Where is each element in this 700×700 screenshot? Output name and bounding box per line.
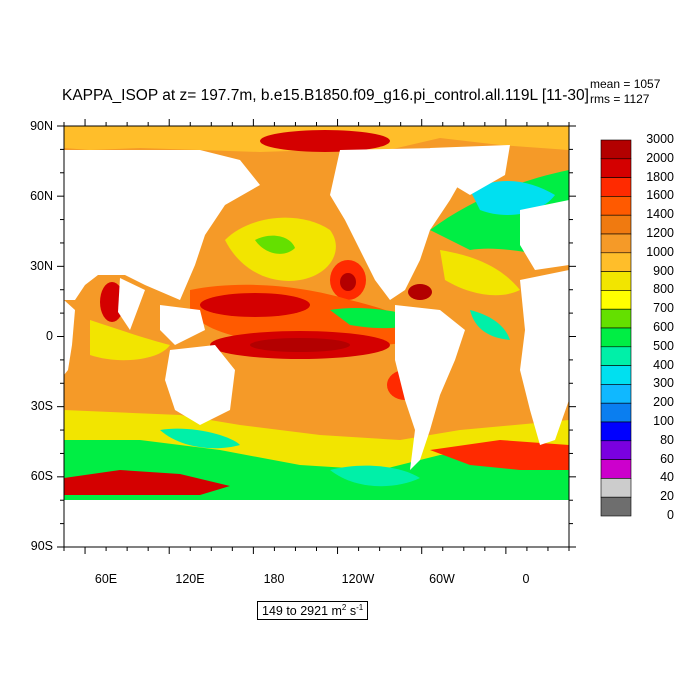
axis-ticks <box>57 119 576 554</box>
colorbar-swatch <box>600 177 632 197</box>
x-tick-label: 60W <box>429 572 455 586</box>
colorbar-label: 20 <box>660 489 674 504</box>
colorbar-swatch <box>600 196 632 216</box>
colorbar-label: 60 <box>660 451 674 466</box>
land-antarctica <box>64 500 569 547</box>
land-india <box>118 278 145 330</box>
land-maritime <box>160 305 205 345</box>
colorbar-label: 1600 <box>646 188 674 203</box>
colorbar-swatch <box>600 421 632 442</box>
colorbar-label: 2000 <box>646 150 674 165</box>
colorbar-label: 200 <box>653 395 674 410</box>
colorbar-swatch <box>600 290 632 310</box>
equatorial-core <box>250 338 350 352</box>
southern-ocean-cyan-1 <box>160 428 240 449</box>
colorbar-label: 40 <box>660 470 674 485</box>
colorbar-label: 1200 <box>646 226 674 240</box>
colorbar-label: 600 <box>653 320 674 334</box>
land-eurasia <box>64 150 260 300</box>
land-africa-west <box>64 300 75 375</box>
mean-stat: mean = 1057 <box>590 77 661 91</box>
colorbar-swatch <box>600 459 632 479</box>
atlantic-yellow <box>440 250 520 296</box>
colorbar-swatch <box>600 158 632 178</box>
x-tick-label: 60E <box>94 572 118 586</box>
indian-ocean-yellow <box>90 320 170 361</box>
colorbar-swatch <box>600 252 632 272</box>
y-tick-label: 30S <box>30 399 53 413</box>
colorbar-swatch <box>600 214 632 235</box>
colorbar-label: 3000 <box>646 132 674 146</box>
equatorial-max-north <box>200 293 310 317</box>
land-europe <box>520 200 569 270</box>
colorbar-label: 300 <box>653 376 674 391</box>
y-tick-label: 60S <box>30 469 53 483</box>
north-pacific-green <box>255 235 295 254</box>
rms-stat: rms = 1127 <box>590 92 650 106</box>
land-australia <box>165 345 235 425</box>
y-tick-label: 0 <box>46 329 53 343</box>
mediterranean-max <box>408 284 432 300</box>
colorbar-label: 1000 <box>646 244 674 259</box>
arctic-maximum <box>260 130 390 152</box>
colorbar-swatch <box>600 233 632 254</box>
colorbar-label: 500 <box>653 338 674 353</box>
colorbar-label: 400 <box>653 357 674 372</box>
x-tick-label: 120E <box>175 572 205 586</box>
plot-title: KAPPA_ISOP at z= 197.7m, b.e15.B1850.f09… <box>62 87 589 104</box>
map-field <box>64 126 569 547</box>
colorbar-swatch <box>600 365 632 385</box>
y-tick-label: 90N <box>30 119 53 133</box>
colorbar <box>600 139 632 517</box>
colorbar-swatch <box>600 402 632 423</box>
colorbar-label: 700 <box>653 301 674 316</box>
land-north-america <box>330 148 470 300</box>
land-africa <box>520 270 569 445</box>
south-atlantic-cyan <box>470 310 510 340</box>
land-south-america <box>395 305 465 470</box>
colorbar-swatch <box>600 346 632 366</box>
y-tick-label: 30N <box>30 259 53 273</box>
colorbar-label: 100 <box>653 414 674 428</box>
north-pacific-core <box>340 273 356 291</box>
range-label: 149 to 2921 m2 s-1 <box>257 601 369 621</box>
colorbar-label: 1400 <box>646 207 674 222</box>
land-greenland <box>430 145 510 195</box>
southern-ocean-red <box>64 470 230 495</box>
y-tick-label: 90S <box>30 539 53 553</box>
colorbar-label: 0 <box>667 508 674 522</box>
colorbar-label: 800 <box>653 282 674 297</box>
colorbar-swatch <box>600 308 632 329</box>
southern-ocean-cyan-2 <box>330 465 420 487</box>
colorbar-swatch <box>600 496 632 517</box>
colorbar-swatch <box>600 327 632 348</box>
colorbar-swatch <box>600 478 632 498</box>
colorbar-label: 1800 <box>646 169 674 184</box>
colorbar-swatch <box>600 139 632 160</box>
colorbar-label: 80 <box>660 432 674 447</box>
colorbar-swatch <box>600 384 632 404</box>
colorbar-swatch <box>600 271 632 291</box>
x-tick-label: 0 <box>522 572 530 586</box>
south-atlantic-red <box>430 440 569 470</box>
y-tick-label: 60N <box>30 189 53 203</box>
colorbar-label: 900 <box>653 263 674 278</box>
colorbar-swatch <box>600 440 632 460</box>
north-atlantic-cyan <box>470 180 555 215</box>
x-tick-label: 120W <box>341 572 375 586</box>
x-tick-label: 180 <box>263 572 285 586</box>
